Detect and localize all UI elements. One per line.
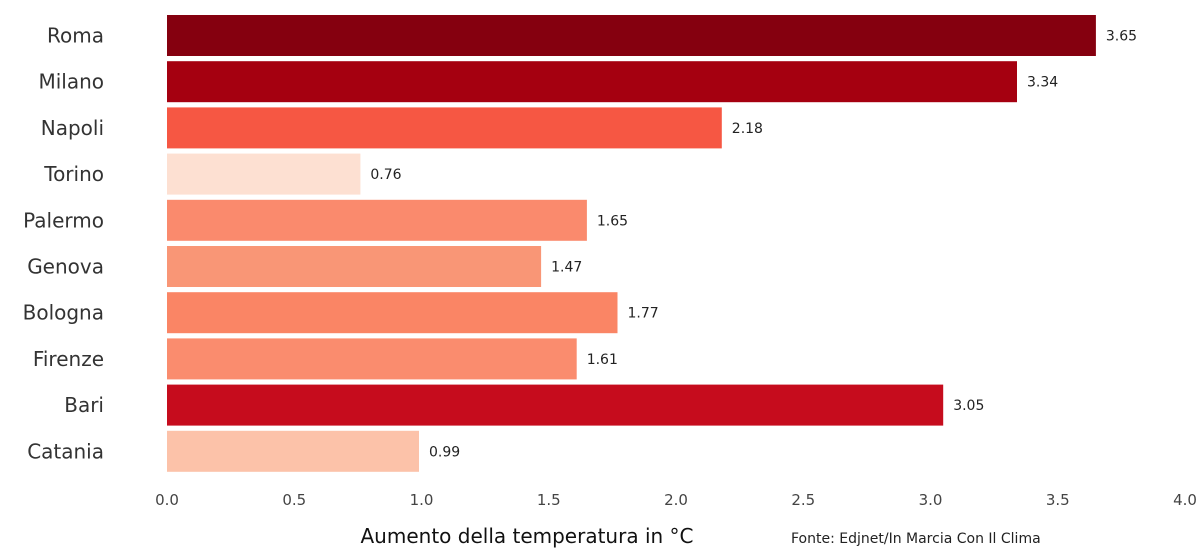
category-label-milano: Milano bbox=[38, 70, 104, 94]
category-labels: Roma Milano Napoli Torino Palermo Genova Bolog… bbox=[23, 24, 104, 464]
bars-layer bbox=[167, 15, 1096, 472]
value-label-genova: 1.47 bbox=[551, 260, 582, 276]
value-label-bari: 3.05 bbox=[953, 398, 984, 414]
category-label-torino: Torino bbox=[43, 162, 104, 186]
value-label-palermo: 1.65 bbox=[597, 213, 628, 229]
category-label-genova: Genova bbox=[27, 255, 104, 279]
category-label-bologna: Bologna bbox=[23, 301, 104, 325]
x-tick-label: 1.0 bbox=[410, 491, 434, 509]
x-axis-ticks: 0.0 0.5 1.0 1.5 2.0 2.5 3.0 3.5 4.0 bbox=[155, 491, 1197, 509]
category-label-roma: Roma bbox=[47, 24, 104, 48]
category-label-firenze: Firenze bbox=[33, 347, 104, 371]
source-note: Fonte: Edjnet/In Marcia Con Il Clima bbox=[791, 531, 1041, 547]
x-tick-label: 3.0 bbox=[919, 491, 943, 509]
bar-roma bbox=[167, 15, 1096, 56]
bar-palermo bbox=[167, 199, 587, 241]
bar-bari bbox=[167, 384, 944, 426]
bar-catania bbox=[167, 430, 419, 472]
category-label-napoli: Napoli bbox=[41, 116, 104, 140]
bar-genova bbox=[167, 246, 542, 287]
value-label-firenze: 1.61 bbox=[587, 352, 618, 368]
bar-milano bbox=[167, 61, 1017, 103]
x-tick-label: 2.0 bbox=[664, 491, 688, 509]
bar-napoli bbox=[167, 107, 722, 149]
x-tick-label: 0.5 bbox=[282, 491, 306, 509]
x-tick-label: 0.0 bbox=[155, 491, 179, 509]
x-tick-label: 1.5 bbox=[537, 491, 561, 509]
category-label-palermo: Palermo bbox=[23, 208, 104, 232]
x-tick-label: 4.0 bbox=[1173, 491, 1197, 509]
value-labels: 3.65 3.34 2.18 0.76 1.65 1.47 1.77 1.61 3.05 0.99 bbox=[370, 29, 1137, 461]
value-label-milano: 3.34 bbox=[1027, 75, 1058, 91]
value-label-napoli: 2.18 bbox=[732, 121, 763, 137]
category-label-bari: Bari bbox=[64, 393, 104, 417]
value-label-roma: 3.65 bbox=[1106, 29, 1137, 45]
x-axis-title: Aumento della temperatura in °C bbox=[361, 524, 694, 548]
value-label-catania: 0.99 bbox=[429, 444, 460, 460]
x-tick-label: 3.5 bbox=[1046, 491, 1070, 509]
bar-torino bbox=[167, 153, 361, 195]
bar-bologna bbox=[167, 292, 618, 334]
value-label-torino: 0.76 bbox=[370, 167, 401, 183]
category-label-catania: Catania bbox=[27, 439, 104, 463]
bar-firenze bbox=[167, 338, 577, 380]
x-tick-label: 2.5 bbox=[791, 491, 815, 509]
value-label-bologna: 1.77 bbox=[628, 306, 659, 322]
